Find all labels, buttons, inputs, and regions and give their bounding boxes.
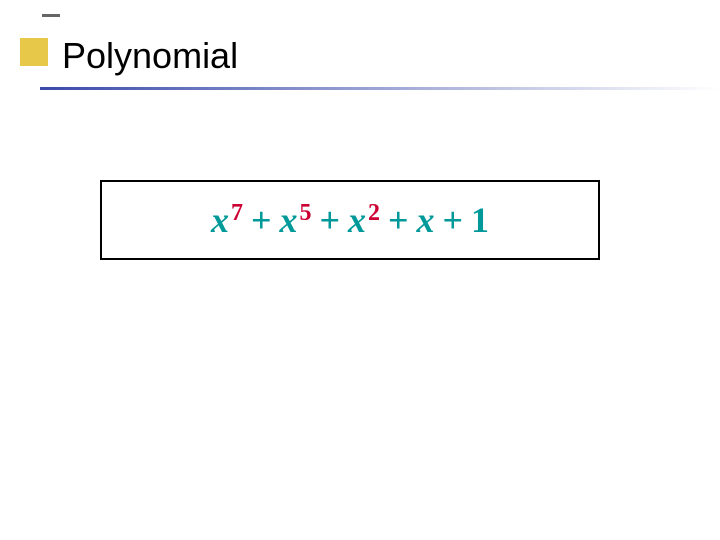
term-exponent: 7 <box>231 200 243 227</box>
term-constant: 1 <box>471 199 489 241</box>
term-variable: x <box>279 199 297 241</box>
formula-container: x7 + x5 + x2 + x + 1 <box>100 180 600 260</box>
term-exponent: 2 <box>368 200 380 227</box>
term-variable: x <box>211 199 229 241</box>
slide-container: Polynomial x7 + x5 + x2 + x + 1 <box>0 0 720 540</box>
term-variable: x <box>348 199 366 241</box>
slide-header: Polynomial <box>0 0 720 95</box>
plus-operator: + <box>443 199 464 241</box>
horizontal-rule <box>40 87 720 90</box>
term-variable: x <box>417 199 435 241</box>
plus-operator: + <box>319 199 340 241</box>
polynomial-formula: x7 + x5 + x2 + x + 1 <box>211 199 489 241</box>
plus-operator: + <box>251 199 272 241</box>
plus-operator: + <box>388 199 409 241</box>
term-exponent: 5 <box>299 200 311 227</box>
slide-title: Polynomial <box>20 35 720 77</box>
shadow-decoration <box>42 14 60 17</box>
